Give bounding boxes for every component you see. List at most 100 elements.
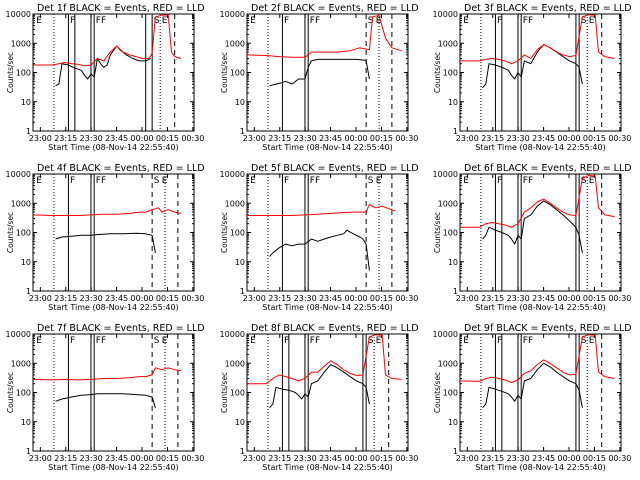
x-tick-label: 23:15	[481, 134, 504, 143]
x-tick-label: 00:00	[130, 134, 153, 143]
y-tick-label: 10	[235, 418, 245, 427]
y-tick-label: 1	[240, 127, 245, 136]
event-marker-label: FF	[310, 16, 320, 26]
event-marker-label: E	[162, 176, 168, 186]
event-marker-label: E	[162, 16, 168, 26]
x-tick-label: 00:00	[130, 454, 153, 463]
y-tick-label: 1	[240, 447, 245, 456]
x-tick-label: 00:15	[156, 454, 179, 463]
x-tick-label: 00:00	[344, 454, 367, 463]
x-tick-label: 00:15	[583, 134, 606, 143]
events-series-line	[55, 45, 151, 87]
event-marker-label: S	[368, 336, 374, 346]
y-tick-label: 10000	[6, 10, 31, 19]
x-tick-label: 23:45	[532, 294, 555, 303]
y-axis-label: Counts/sec	[6, 212, 15, 253]
y-tick-label: 1000	[11, 359, 31, 368]
x-tick-label: 23:00	[456, 454, 479, 463]
x-tick-label: 23:00	[29, 134, 52, 143]
x-axis-label: Start Time (08-Nov-14 22:55:40)	[48, 143, 178, 152]
y-tick-label: 10	[448, 98, 458, 107]
x-tick-label: 23:15	[481, 454, 504, 463]
plot-frame	[32, 333, 195, 452]
events-series-line	[482, 44, 583, 89]
y-tick-label: 100	[443, 389, 458, 398]
x-tick-label: 00:00	[130, 294, 153, 303]
x-tick-label: 23:00	[456, 294, 479, 303]
detector-panel: Det 5f BLACK = Events, RED = LLD 1 10 100 10…	[220, 163, 419, 312]
y-tick-label: 10000	[433, 330, 458, 339]
x-tick-label: 00:15	[156, 134, 179, 143]
x-axis-label: Start Time (08-Nov-14 22:55:40)	[48, 303, 178, 312]
y-tick-label: 1000	[438, 39, 458, 48]
y-tick-label: 100	[443, 229, 458, 238]
x-tick-label: 23:45	[319, 294, 342, 303]
event-marker-label: F	[284, 16, 289, 26]
x-tick-label: 23:30	[507, 294, 530, 303]
x-axis-label: Start Time (08-Nov-14 22:55:40)	[262, 143, 392, 152]
y-tick-label: 10	[21, 98, 31, 107]
x-tick-label: 00:15	[583, 454, 606, 463]
event-marker-label: FF	[310, 336, 320, 346]
x-tick-label: 23:00	[29, 294, 52, 303]
event-marker-label: F	[70, 336, 75, 346]
y-axis-label: Counts/sec	[433, 212, 442, 253]
event-marker-label: FF	[96, 176, 106, 186]
detector-panel: Det 1f BLACK = Events, RED = LLD 1 10 100 10…	[6, 3, 205, 152]
x-tick-label: 23:30	[294, 454, 317, 463]
y-tick-label: 10	[235, 98, 245, 107]
event-marker-label: S	[368, 176, 374, 186]
lld-series-line	[246, 14, 402, 58]
detector-panel: Det 8f BLACK = Events, RED = LLD 1 10 100 10…	[220, 323, 419, 472]
detector-panel: Det 2f BLACK = Events, RED = LLD 1 10 100 10…	[220, 3, 419, 152]
events-series-line	[269, 364, 370, 409]
event-marker-label: E	[250, 336, 256, 346]
event-marker-label: E	[589, 336, 595, 346]
x-tick-label: 23:30	[507, 454, 530, 463]
y-tick-label: 1000	[225, 39, 245, 48]
events-series-line	[55, 393, 156, 408]
x-tick-label: 00:30	[395, 454, 418, 463]
event-marker-label: S	[581, 16, 587, 26]
x-tick-label: 23:45	[319, 134, 342, 143]
lld-series-line	[247, 334, 402, 385]
y-axis-label: Counts/sec	[220, 212, 229, 253]
lld-series-line	[32, 207, 182, 216]
event-marker-label: E	[376, 336, 382, 346]
y-tick-label: 10000	[220, 330, 245, 339]
y-axis-label: Counts/sec	[433, 372, 442, 413]
y-tick-label: 10000	[220, 10, 245, 19]
x-tick-label: 23:45	[105, 134, 128, 143]
event-marker-label: S	[154, 336, 160, 346]
x-tick-label: 23:00	[243, 454, 266, 463]
x-tick-label: 00:00	[557, 294, 580, 303]
y-axis-label: Counts/sec	[433, 52, 442, 93]
detector-panel: Det 9f BLACK = Events, RED = LLD 1 10 100 10…	[433, 323, 632, 472]
event-marker-label: E	[463, 16, 469, 26]
y-tick-label: 10000	[220, 170, 245, 179]
x-axis-label: Start Time (08-Nov-14 22:55:40)	[475, 303, 605, 312]
x-tick-label: 00:00	[344, 134, 367, 143]
detector-panel: Det 7f BLACK = Events, RED = LLD 1 10 100 10…	[6, 323, 205, 472]
x-tick-label: 00:15	[370, 134, 393, 143]
x-tick-label: 00:15	[370, 294, 393, 303]
y-axis-label: Counts/sec	[220, 372, 229, 413]
panel-title: Det 8f BLACK = Events, RED = LLD	[251, 323, 419, 334]
y-tick-label: 100	[230, 229, 245, 238]
y-tick-label: 1	[26, 447, 31, 456]
x-axis-label: Start Time (08-Nov-14 22:55:40)	[48, 463, 178, 472]
y-tick-label: 1	[453, 127, 458, 136]
event-marker-label: E	[589, 16, 595, 26]
panel-title: Det 5f BLACK = Events, RED = LLD	[251, 163, 419, 174]
y-tick-label: 10	[448, 258, 458, 267]
y-tick-label: 10	[21, 418, 31, 427]
y-tick-label: 1000	[11, 199, 31, 208]
x-tick-label: 23:45	[105, 294, 128, 303]
event-marker-label: E	[36, 176, 42, 186]
event-marker-label: E	[36, 336, 42, 346]
y-tick-label: 100	[443, 69, 458, 78]
event-marker-label: E	[589, 176, 595, 186]
x-axis-label: Start Time (08-Nov-14 22:55:40)	[262, 463, 392, 472]
y-tick-label: 1000	[225, 359, 245, 368]
event-marker-label: FF	[523, 16, 533, 26]
